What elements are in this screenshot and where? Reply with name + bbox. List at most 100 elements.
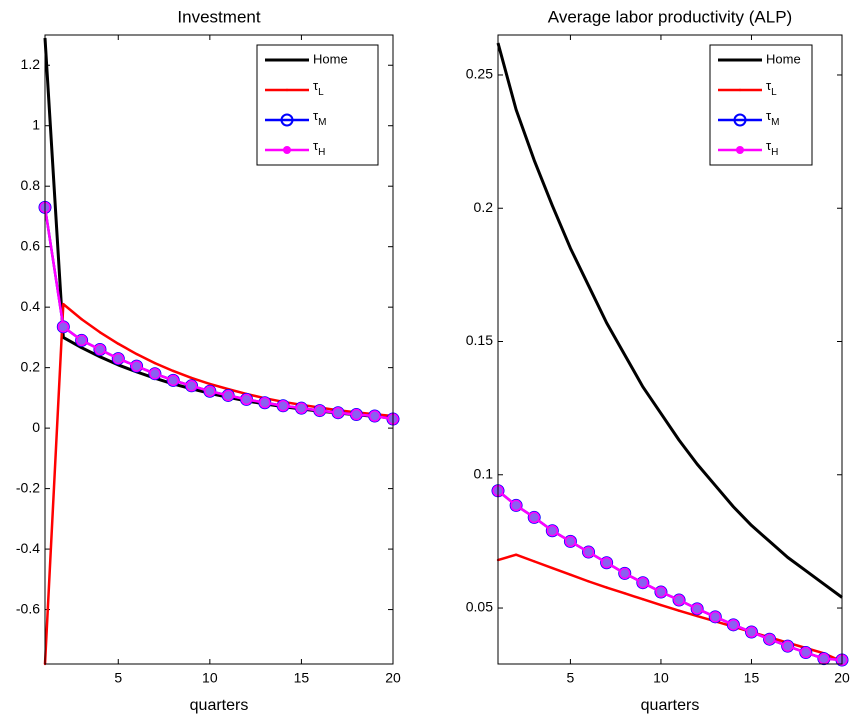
marker: [185, 380, 198, 392]
marker: [551, 566, 554, 570]
marker: [677, 609, 681, 612]
marker: [149, 367, 161, 380]
marker: [172, 369, 175, 373]
y-tick-label: 1.2: [21, 56, 41, 72]
x-tick-label: 15: [744, 670, 760, 686]
legend-marker: [280, 113, 294, 127]
marker: [564, 535, 577, 548]
legend-label: Home: [766, 51, 801, 66]
marker: [528, 511, 540, 524]
marker: [98, 331, 102, 334]
marker: [222, 389, 234, 402]
marker: [818, 652, 830, 665]
legend-label: τL: [313, 78, 324, 97]
marker: [533, 560, 536, 563]
y-tick-label: 0.25: [466, 66, 493, 82]
marker: [637, 576, 649, 589]
marker: [800, 646, 812, 659]
marker: [569, 573, 572, 576]
legend-marker: [738, 88, 742, 92]
marker: [190, 376, 193, 380]
marker: [641, 598, 645, 601]
marker: [781, 640, 794, 652]
marker: [659, 603, 663, 607]
axes-box: [44, 34, 394, 665]
line: [496, 42, 843, 599]
x-axis-label: quarters: [641, 697, 700, 714]
marker: [94, 343, 106, 356]
y-tick-label: 1: [32, 116, 40, 132]
legend-label: τL: [766, 78, 777, 97]
x-tick-label: 10: [653, 670, 669, 686]
marker: [623, 592, 626, 595]
marker: [75, 334, 88, 347]
y-tick-label: 0.15: [466, 332, 493, 348]
marker: [600, 556, 613, 569]
y-tick-label: 0.8: [21, 177, 41, 193]
y-tick-label: -0.4: [16, 540, 40, 556]
marker: [208, 382, 212, 386]
marker: [80, 318, 83, 321]
y-tick-label: 0.2: [474, 199, 494, 215]
legend-marker: [733, 113, 747, 127]
marker: [130, 360, 143, 372]
marker: [514, 553, 518, 556]
marker: [691, 603, 703, 615]
marker: [745, 626, 758, 638]
legend-label: τH: [766, 138, 778, 157]
marker: [763, 633, 776, 645]
series: [39, 201, 399, 425]
marker: [655, 586, 667, 598]
marker: [259, 396, 271, 409]
x-tick-label: 5: [114, 670, 122, 686]
marker: [277, 399, 289, 412]
marker: [368, 410, 381, 422]
axes-box: [497, 34, 843, 665]
legend-label: Home: [313, 51, 348, 66]
marker: [727, 619, 740, 631]
marker: [240, 393, 253, 406]
y-tick-label: -0.6: [16, 600, 40, 616]
legend-label: τM: [313, 108, 326, 127]
chart-title: Investment: [177, 7, 260, 26]
marker: [546, 524, 559, 537]
y-tick-label: 0.1: [474, 465, 494, 481]
y-tick-label: 0.4: [21, 298, 41, 314]
marker: [313, 404, 326, 417]
marker: [510, 499, 522, 512]
y-tick-label: -0.2: [16, 479, 40, 495]
marker: [295, 402, 308, 414]
x-tick-label: 20: [385, 670, 401, 686]
legend-box: [709, 44, 813, 166]
marker: [112, 352, 125, 365]
x-tick-label: 20: [834, 670, 850, 686]
x-tick-label: 5: [567, 670, 575, 686]
y-tick-label: 0: [32, 419, 40, 435]
marker: [57, 321, 70, 333]
marker: [332, 406, 344, 419]
marker: [695, 614, 699, 618]
marker: [153, 361, 157, 365]
marker: [204, 385, 216, 397]
x-axis-label: quarters: [190, 697, 249, 714]
marker: [350, 408, 363, 421]
legend-marker: [285, 88, 289, 92]
legend-label: τH: [313, 138, 325, 157]
legend-box: [256, 44, 379, 166]
series: [496, 42, 843, 599]
y-tick-label: 0.2: [21, 358, 41, 374]
marker: [587, 580, 590, 583]
legend-marker: [736, 146, 744, 154]
marker: [673, 594, 685, 606]
x-tick-label: 10: [202, 670, 218, 686]
marker: [117, 342, 120, 345]
marker: [618, 567, 631, 580]
x-tick-label: 15: [294, 670, 310, 686]
legend-marker: [283, 146, 291, 154]
legend-label: τM: [766, 108, 779, 127]
marker: [135, 352, 138, 356]
marker: [709, 611, 722, 623]
marker: [582, 546, 595, 558]
marker: [167, 374, 179, 387]
